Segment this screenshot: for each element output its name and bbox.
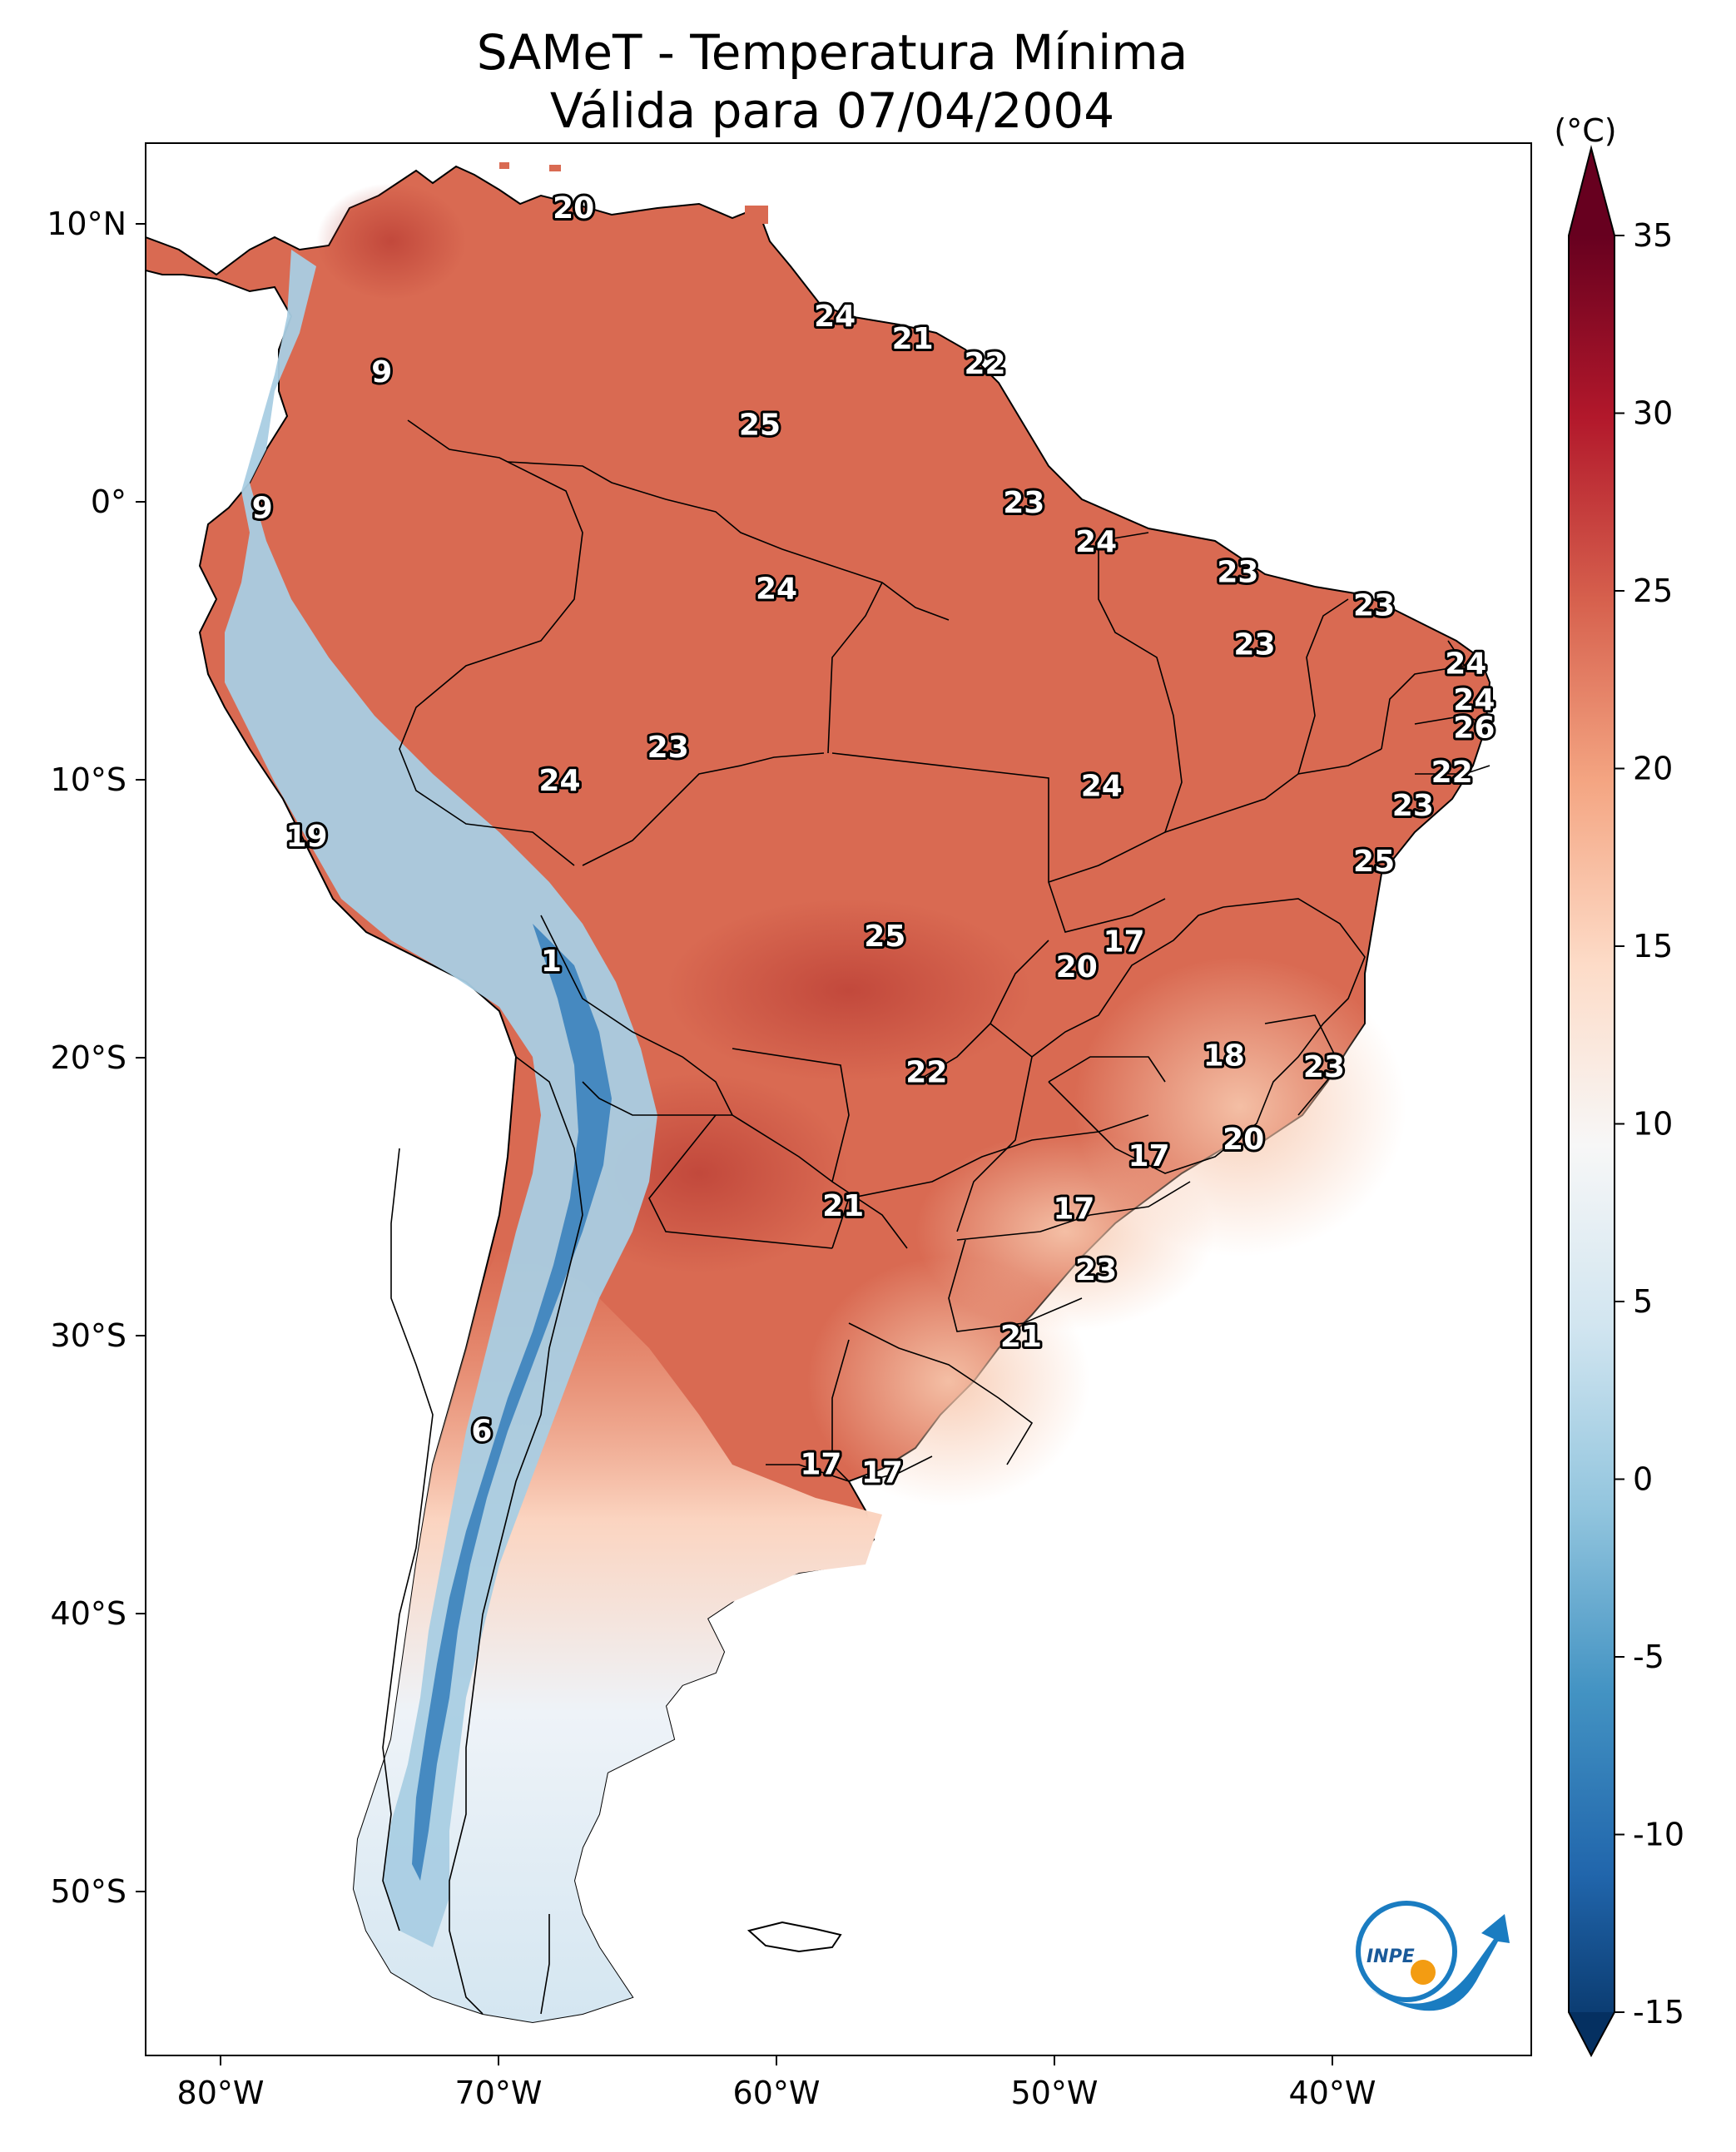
station-temperature-label: 20 [553,191,594,226]
lon-tick-label: 60°W [733,2075,821,2111]
colorbar-extend-min [1569,2012,1614,2055]
colorbar-tick-label: 20 [1633,751,1673,787]
colorbar-tick-label: 15 [1633,928,1673,964]
station-temperature-label: 24 [756,573,797,607]
station-temperature-label: 17 [1128,1139,1170,1173]
lat-tick-label: 0° [91,483,126,520]
lat-tick-label: 10°S [51,761,126,798]
station-temperature-label: 19 [285,820,327,854]
station-temperature-label: 23 [1075,1253,1117,1287]
station-temperature-label: 21 [892,322,934,356]
station-temperature-label: 24 [1453,683,1495,717]
lon-tick-label: 70°W [455,2075,543,2111]
colorbar-unit-label: (°C) [1554,112,1616,149]
colorbar-tick-label: 25 [1633,573,1673,609]
station-temperature-label: 20 [1223,1123,1264,1157]
logo-arrow-icon [1369,1914,1510,2011]
colorbar-ticks: 35 30 25 20 15 10 5 0 -5 -10 -15 [1614,217,1684,2031]
latitude-axis: 10°N 0° 10°S 20°S 30°S 40°S 50°S [47,206,146,1910]
colorbar-tick-label: 0 [1633,1461,1653,1498]
andes-deep-cold-core [412,924,612,1881]
lat-tick-label: 10°N [47,206,126,242]
map-frame [145,142,1532,2056]
station-temperature-label: 25 [739,408,781,442]
lon-tick-label: 50°W [1011,2075,1099,2111]
longitude-axis: 80°W 70°W 60°W 50°W 40°W [177,2055,1376,2111]
heat-pocket-central [666,899,1032,1082]
station-temperature-label: 25 [864,920,905,954]
station-temperature-label: 26 [1453,712,1495,746]
heat-pocket-colombia [316,183,466,300]
lat-tick-label: 30°S [51,1317,126,1354]
political-boundaries [382,419,1490,2015]
station-temperature-label: 17 [1103,925,1144,959]
caribbean-island [499,162,509,169]
colorbar-tick-label: -15 [1633,1994,1684,2031]
colorbar-tick-label: -5 [1633,1639,1664,1675]
colorbar-extend-max [1569,148,1614,236]
station-temperature-label: 24 [1081,770,1123,804]
station-temperature-label: 17 [861,1456,903,1490]
colorbar-tick-label: -10 [1633,1817,1684,1853]
caribbean-island [549,165,561,171]
lat-tick-label: 40°S [51,1595,126,1632]
station-temperature-label: 23 [647,731,689,765]
station-temperature-label: 20 [1056,950,1098,984]
station-temperature-label: 18 [1203,1039,1245,1074]
pale-zone-uruguay [807,1257,1090,1506]
logo-orange-dot [1411,1960,1436,1985]
colorbar-body [1569,236,1614,2055]
title-line-1: SAMeT - Temperatura Mínima [476,24,1188,81]
station-temperature-label: 24 [538,764,580,798]
station-temperature-label: 23 [1003,486,1044,520]
station-temperature-label: 24 [1445,647,1486,682]
station-temperature-label: 23 [1392,789,1434,823]
map-title: SAMeT - Temperatura Mínima Válida para 0… [0,23,1664,140]
colorbar: (°C) 35 30 25 20 15 10 5 0 -5 -10 -15 [1554,112,1684,2058]
station-temperature-label: 23 [1217,556,1258,590]
station-temperature-label: 25 [1353,845,1395,879]
lat-tick-label: 50°S [51,1873,126,1910]
station-temperature-label: 23 [1233,627,1275,662]
logo-text: INPE [1366,1946,1415,1967]
station-temperature-label: 1 [541,945,562,979]
title-line-2: Válida para 07/04/2004 [549,82,1115,139]
station-temperature-label: 9 [252,492,273,526]
colorbar-tick-label: 10 [1633,1106,1673,1143]
station-temperature-label: 22 [964,347,1005,381]
station-temperature-label: 17 [800,1448,841,1482]
station-temperature-label: 23 [1303,1050,1345,1084]
station-temperature-label: 22 [905,1056,947,1090]
station-temperature-label: 17 [1053,1192,1094,1226]
trinidad-island [745,206,768,224]
logo-ring [1356,1901,1457,2002]
station-temperature-label: 21 [1000,1320,1042,1354]
colorbar-tick-label: 30 [1633,395,1673,432]
falkland-islands [746,1921,842,1953]
lon-tick-label: 80°W [177,2075,265,2111]
station-temperature-label: 24 [1075,525,1117,559]
lon-tick-label: 40°W [1289,2075,1376,2111]
station-temperature-label: 9 [371,355,392,389]
lat-tick-label: 20°S [51,1039,126,1076]
andes-cold-band [225,250,657,1947]
station-temperature-label: 21 [822,1189,864,1223]
colorbar-tick-label: 5 [1633,1283,1653,1320]
colorbar-tick-label: 35 [1633,217,1673,254]
station-temperature-label: 6 [471,1415,492,1449]
station-temperature-label: 24 [814,300,856,334]
station-temperature-label: 23 [1353,589,1395,623]
inpe-logo: INPE [1356,1901,1510,2011]
station-temperature-label: 22 [1431,756,1473,790]
